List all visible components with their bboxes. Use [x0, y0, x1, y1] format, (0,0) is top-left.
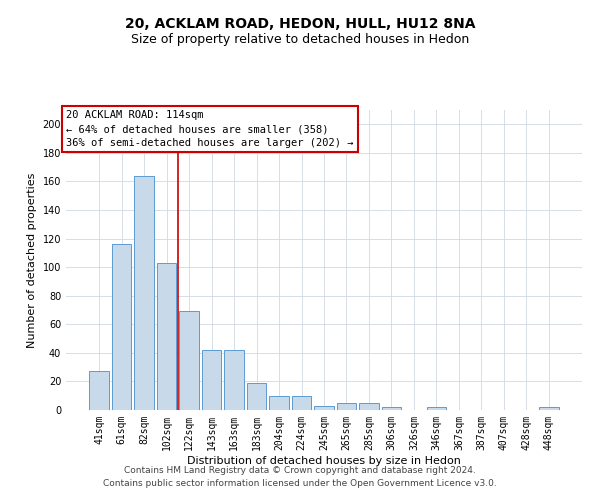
Bar [539, 407, 559, 410]
Bar [292, 396, 311, 410]
X-axis label: Distribution of detached houses by size in Hedon: Distribution of detached houses by size … [187, 456, 461, 466]
Bar [337, 403, 356, 410]
Bar [224, 350, 244, 410]
Text: Size of property relative to detached houses in Hedon: Size of property relative to detached ho… [131, 32, 469, 46]
Bar [112, 244, 131, 410]
Text: Contains HM Land Registry data © Crown copyright and database right 2024.
Contai: Contains HM Land Registry data © Crown c… [103, 466, 497, 487]
Bar [202, 350, 221, 410]
Bar [269, 396, 289, 410]
Bar [157, 263, 176, 410]
Bar [427, 407, 446, 410]
Bar [382, 407, 401, 410]
Bar [179, 312, 199, 410]
Bar [89, 372, 109, 410]
Y-axis label: Number of detached properties: Number of detached properties [27, 172, 37, 348]
Bar [359, 403, 379, 410]
Bar [134, 176, 154, 410]
Bar [247, 383, 266, 410]
Text: 20, ACKLAM ROAD, HEDON, HULL, HU12 8NA: 20, ACKLAM ROAD, HEDON, HULL, HU12 8NA [125, 18, 475, 32]
Text: 20 ACKLAM ROAD: 114sqm
← 64% of detached houses are smaller (358)
36% of semi-de: 20 ACKLAM ROAD: 114sqm ← 64% of detached… [66, 110, 353, 148]
Bar [314, 406, 334, 410]
